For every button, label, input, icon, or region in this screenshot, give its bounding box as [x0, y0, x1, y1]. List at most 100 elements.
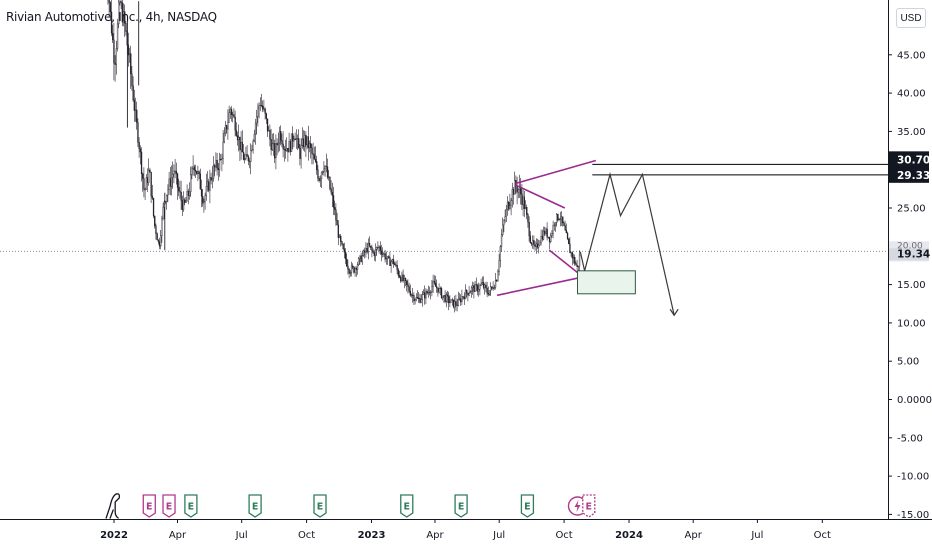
- candle-body: [427, 292, 429, 294]
- lightning-icon[interactable]: [567, 496, 588, 516]
- earnings-icon-label: E: [524, 502, 531, 513]
- candle-body: [344, 251, 347, 260]
- candle-body: [343, 248, 345, 253]
- candle-body: [534, 244, 536, 247]
- candle-body: [376, 247, 378, 250]
- candle-body: [407, 284, 409, 287]
- earnings-icon[interactable]: E: [454, 494, 468, 518]
- channel-upper-line[interactable]: [515, 184, 566, 209]
- candle-body: [388, 256, 390, 258]
- candle-body: [541, 235, 544, 240]
- candle-body: [264, 108, 266, 114]
- candle-body: [463, 296, 465, 299]
- candle-body: [479, 285, 481, 290]
- candle-body: [202, 195, 204, 204]
- candle-body: [430, 291, 432, 294]
- candle-body: [554, 222, 557, 226]
- candle-body: [233, 114, 235, 118]
- wedge-lower-line[interactable]: [496, 276, 584, 297]
- earnings-icon[interactable]: E: [582, 494, 596, 518]
- candle-body: [533, 240, 535, 246]
- candle-body: [500, 234, 503, 247]
- candle-body: [414, 299, 416, 302]
- x-tick-label: 2023: [358, 530, 386, 541]
- wedge-upper-line[interactable]: [515, 159, 597, 185]
- candle-body: [124, 11, 126, 24]
- projection-arrowhead[interactable]: [669, 308, 679, 317]
- earnings-icon[interactable]: E: [520, 494, 535, 518]
- earnings-icon-label: E: [146, 502, 153, 513]
- y-tick-label: -10.00: [897, 472, 929, 483]
- earnings-icon-shape: [454, 494, 468, 518]
- candle-body: [308, 143, 311, 148]
- earnings-icon[interactable]: E: [313, 494, 327, 518]
- candle-body: [198, 171, 200, 175]
- earnings-icon[interactable]: E: [162, 494, 176, 518]
- candle-body: [565, 229, 568, 234]
- candle-body: [212, 165, 215, 179]
- y-tick-label: 10.00: [897, 318, 926, 329]
- drawings-layer[interactable]: [496, 159, 888, 317]
- candle-body: [426, 290, 428, 294]
- candle-body: [532, 240, 534, 245]
- projection-path[interactable]: [579, 171, 675, 316]
- earnings-icon[interactable]: E: [400, 494, 414, 518]
- candle-body: [328, 176, 330, 178]
- candle-body: [227, 121, 229, 130]
- candle-body: [269, 130, 271, 140]
- candle-body: [348, 269, 350, 274]
- candle-body: [517, 189, 520, 193]
- candle-body: [221, 158, 223, 160]
- candle-body: [337, 224, 339, 238]
- candle-body: [491, 286, 493, 289]
- candle-body: [179, 190, 181, 193]
- candle-body: [204, 195, 206, 202]
- candle-body: [319, 178, 321, 181]
- candle-body: [470, 287, 473, 293]
- currency-button[interactable]: USD: [896, 8, 926, 28]
- candle-body: [523, 196, 526, 209]
- candle-body: [138, 142, 140, 150]
- dividend-dino-icon[interactable]: [105, 493, 121, 519]
- candle-body: [193, 166, 195, 171]
- candle-body: [275, 143, 277, 159]
- candle-body: [356, 264, 359, 270]
- earnings-icon[interactable]: E: [142, 494, 156, 518]
- candle-body: [420, 299, 422, 303]
- candle-body: [401, 274, 403, 282]
- candle-body: [485, 284, 487, 289]
- candle-body: [172, 173, 174, 178]
- earnings-icon[interactable]: E: [184, 494, 198, 518]
- demand-zone-box[interactable]: [577, 270, 636, 295]
- x-tick-label: Apr: [169, 530, 187, 541]
- candle-body: [535, 243, 538, 247]
- candle-body: [132, 85, 134, 101]
- candle-body: [432, 280, 434, 287]
- x-tick-label: Oct: [814, 530, 831, 541]
- candle-body: [562, 216, 564, 224]
- candle-body: [191, 168, 193, 175]
- candle-body: [322, 171, 324, 173]
- candle-body: [403, 278, 405, 281]
- candle-body: [575, 263, 577, 266]
- price-tag-30-70-bg: [889, 151, 929, 168]
- candle-body: [287, 147, 289, 153]
- y-tick-label: 5.00: [897, 357, 919, 368]
- earnings-icon[interactable]: E: [248, 494, 262, 518]
- candle-body: [366, 248, 368, 253]
- candle-body: [318, 178, 320, 181]
- candle-body: [490, 286, 492, 291]
- candle-body: [497, 271, 499, 282]
- candle-body: [496, 280, 498, 282]
- candle-body: [230, 109, 233, 115]
- candle-body: [331, 191, 333, 196]
- candle-body: [323, 168, 325, 172]
- candle-body: [524, 206, 527, 209]
- candle-body: [252, 140, 254, 150]
- candle-body: [352, 265, 354, 268]
- candle-body: [428, 292, 431, 294]
- candle-body: [224, 125, 227, 134]
